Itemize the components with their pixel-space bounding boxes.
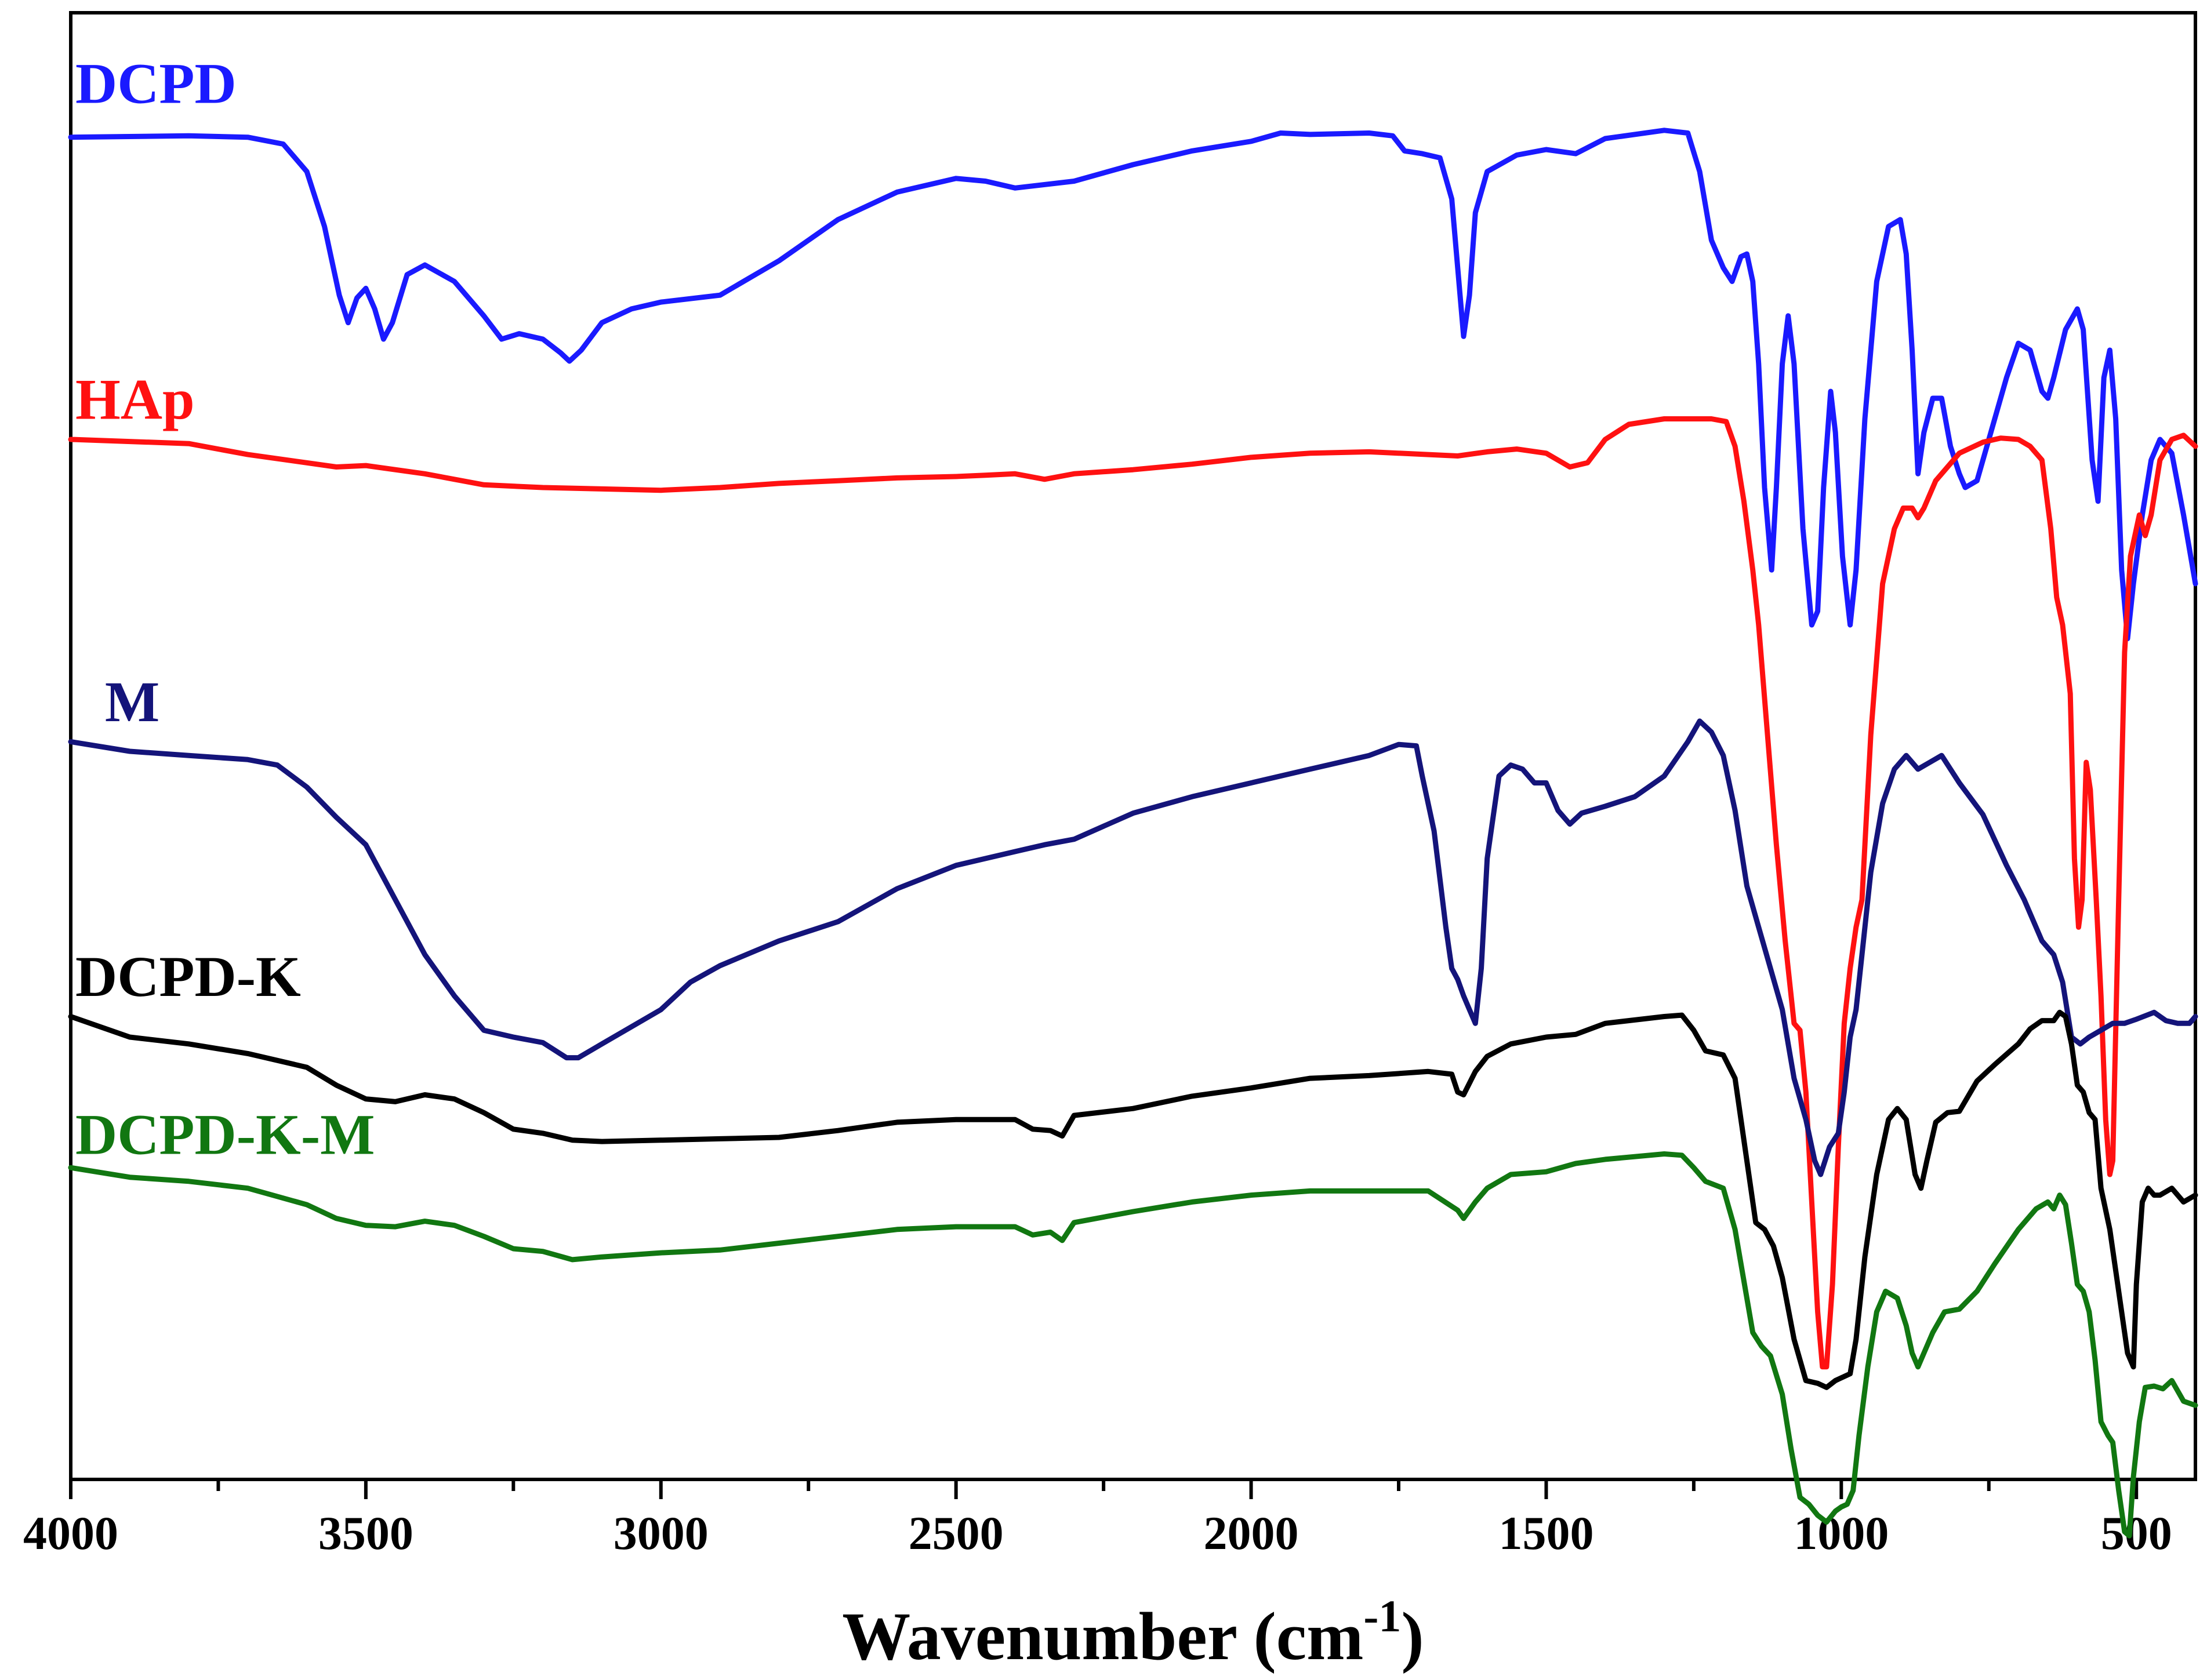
- x-tick-label: 2500: [909, 1507, 1004, 1559]
- x-tick-label: 1000: [1794, 1507, 1889, 1559]
- series-layer: [68, 128, 2198, 1539]
- series-label-dcpd-k-m: DCPD-K-M: [75, 1102, 375, 1166]
- x-tick-label: 4000: [23, 1507, 118, 1559]
- series-line-dcpd: [68, 128, 2198, 642]
- x-axis-title-main: Wavenumber (cm: [842, 1598, 1363, 1674]
- plot-frame: [69, 11, 2197, 1481]
- series-line-dcpd-k: [68, 1009, 2198, 1390]
- x-tick-label: 3000: [614, 1507, 709, 1559]
- series-label-dcpd: DCPD: [75, 51, 237, 115]
- x-ticks: 4000 3500 3000 2500 2000 1500 1000 500: [23, 1479, 2172, 1559]
- x-axis-title-close: ): [1401, 1598, 1424, 1674]
- x-tick-label: 1500: [1498, 1507, 1593, 1559]
- series-label-hap: HAp: [75, 368, 195, 432]
- series-label-dcpd-k: DCPD-K: [75, 944, 301, 1009]
- x-axis-title: Wavenumber (cm-1): [842, 1591, 1424, 1674]
- series-labels: DCPD HAp M DCPD-K DCPD-K-M: [75, 51, 375, 1166]
- x-tick-label: 500: [2101, 1507, 2172, 1559]
- x-axis-title-superscript: -1: [1363, 1591, 1401, 1641]
- x-tick-label: 3500: [318, 1507, 413, 1559]
- series-line-dcpd-k-m: [68, 1151, 2198, 1539]
- x-tick-label: 2000: [1204, 1507, 1299, 1559]
- series-line-hap: [68, 416, 2198, 1370]
- series-line-m: [68, 718, 2198, 1177]
- series-label-m: M: [105, 670, 159, 734]
